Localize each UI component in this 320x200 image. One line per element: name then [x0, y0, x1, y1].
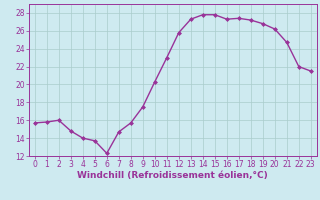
X-axis label: Windchill (Refroidissement éolien,°C): Windchill (Refroidissement éolien,°C): [77, 171, 268, 180]
